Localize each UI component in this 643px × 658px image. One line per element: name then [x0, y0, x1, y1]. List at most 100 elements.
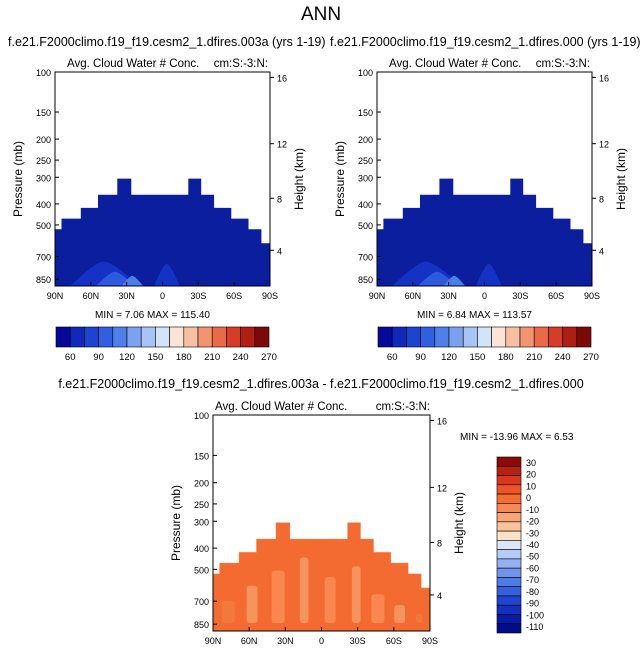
y-right-tick-label: 16 — [437, 416, 447, 426]
chart-panel-2: f.e21.F2000climo.f19_f19.cesm2_1.dfires.… — [330, 35, 641, 363]
colorbar-label: 90 — [415, 352, 426, 363]
colorbar-label: -90 — [526, 599, 539, 609]
x-tick-label: 30S — [190, 291, 206, 301]
case-title: f.e21.F2000climo.f19_f19.cesm2_1.dfires.… — [330, 35, 641, 49]
field-streak — [299, 557, 309, 623]
y-tick-label: 400 — [358, 200, 373, 210]
colorbar-swatch — [496, 549, 522, 560]
y-right-tick-label: 16 — [277, 73, 287, 83]
colorbar-swatch — [183, 326, 199, 348]
y-right-tick-label: 4 — [277, 246, 282, 256]
low-level-band — [475, 263, 502, 286]
colorbar-label: 150 — [469, 352, 485, 363]
y-tick-label: 500 — [36, 221, 51, 231]
y-tick-label: 150 — [194, 451, 209, 461]
min-max-label: MIN = 7.06 MAX = 115.40 — [95, 310, 210, 321]
x-tick-label: 90S — [422, 636, 438, 646]
x-tick-label: 30N — [118, 291, 135, 301]
y-tick-label: 150 — [36, 108, 51, 118]
x-tick-label: 30N — [440, 291, 457, 301]
data-field — [55, 178, 270, 286]
colorbar-label: 60 — [387, 352, 398, 363]
colorbar-swatch — [69, 326, 85, 348]
colorbar-swatch — [496, 558, 522, 569]
y-tick-label: 300 — [194, 517, 209, 527]
max-label: MAX = — [521, 432, 554, 443]
colorbar-swatch — [496, 614, 522, 625]
x-tick-label: 60N — [241, 636, 258, 646]
colorbar-swatch — [562, 326, 578, 348]
max: 6.53 — [554, 432, 574, 443]
colorbar-label: 210 — [526, 352, 542, 363]
x-tick-label: 30S — [512, 291, 528, 301]
colorbar-label: 120 — [441, 352, 457, 363]
colorbar-swatch — [211, 326, 227, 348]
colorbar-label: 60 — [65, 352, 76, 363]
colorbar-swatch — [548, 326, 563, 348]
min-label: MIN = — [95, 310, 125, 321]
y-tick-label: 700 — [358, 252, 373, 262]
corner-label: cm:S:-3:N: — [376, 401, 430, 413]
colorbar-label: 90 — [93, 352, 104, 363]
colorbar-swatch — [496, 465, 522, 476]
y-tick-label: 200 — [194, 479, 209, 489]
x-tick-label: 0 — [160, 291, 165, 301]
field-streak — [271, 570, 285, 623]
y-tick-label: 100 — [358, 68, 373, 78]
y-tick-label: 300 — [36, 173, 51, 183]
colorbar-swatch — [496, 604, 522, 615]
x-tick-label: 60S — [226, 291, 242, 301]
colorbar-label: 120 — [119, 352, 135, 363]
x-tick-label: 60N — [405, 291, 422, 301]
y-tick-label: 700 — [36, 252, 51, 262]
colorbar-swatch — [496, 456, 522, 467]
plot-title: Avg. Cloud Water # Conc. — [67, 58, 199, 70]
y-right-tick-label: 16 — [599, 73, 609, 83]
y-right-tick-label: 8 — [599, 194, 604, 204]
colorbar-label: -40 — [526, 540, 539, 550]
y-tick-label: 400 — [194, 544, 209, 554]
y-right-axis-label: Height (km) — [292, 148, 306, 210]
plot-title: Avg. Cloud Water # Conc. — [389, 58, 521, 70]
low-level-band — [153, 263, 180, 286]
colorbar: 60 90 120 150 180 210 240 270 — [377, 326, 599, 363]
y-tick-label: 250 — [358, 156, 373, 166]
colorbar-label: 270 — [261, 352, 277, 363]
y-axis-label: Pressure (mb) — [169, 485, 183, 561]
x-tick-label: 90N — [369, 291, 386, 301]
x-tick-label: 90N — [47, 291, 64, 301]
colorbar-swatch — [496, 595, 522, 606]
max-label: MAX = — [469, 310, 502, 321]
field-streak — [394, 605, 406, 623]
colorbar-label: 240 — [233, 352, 249, 363]
y-right-tick-label: 12 — [277, 140, 287, 150]
colorbar-swatch — [496, 577, 522, 587]
case-title: f.e21.F2000climo.f19_f19.cesm2_1.dfires.… — [58, 377, 583, 391]
colorbar-label: 30 — [526, 458, 536, 468]
colorbar-label: -100 — [526, 610, 544, 620]
x-tick-label: 90S — [584, 291, 600, 301]
colorbar-label: -30 — [526, 528, 539, 538]
max-label: MAX = — [147, 310, 180, 321]
corner-label: cm:S:-3:N: — [214, 58, 268, 70]
colorbar-swatch — [462, 326, 478, 348]
colorbar-label: -60 — [526, 563, 539, 573]
colorbar-swatch — [496, 540, 522, 550]
y-tick-label: 200 — [358, 135, 373, 145]
min-label: MIN = — [460, 432, 490, 443]
y-right-tick-label: 4 — [599, 246, 604, 256]
colorbar-swatch — [496, 512, 522, 523]
x-tick-label: 0 — [319, 636, 324, 646]
colorbar-swatch — [98, 326, 114, 348]
page-title: ANN — [301, 4, 341, 25]
x-tick-label: 0 — [482, 291, 487, 301]
colorbar-swatch — [169, 326, 185, 348]
colorbar-swatch — [112, 326, 128, 348]
colorbar-swatch — [477, 326, 492, 348]
colorbar-swatch — [496, 475, 522, 486]
data-field — [377, 178, 592, 286]
colorbar-label: 210 — [204, 352, 220, 363]
y-tick-label: 150 — [358, 108, 373, 118]
